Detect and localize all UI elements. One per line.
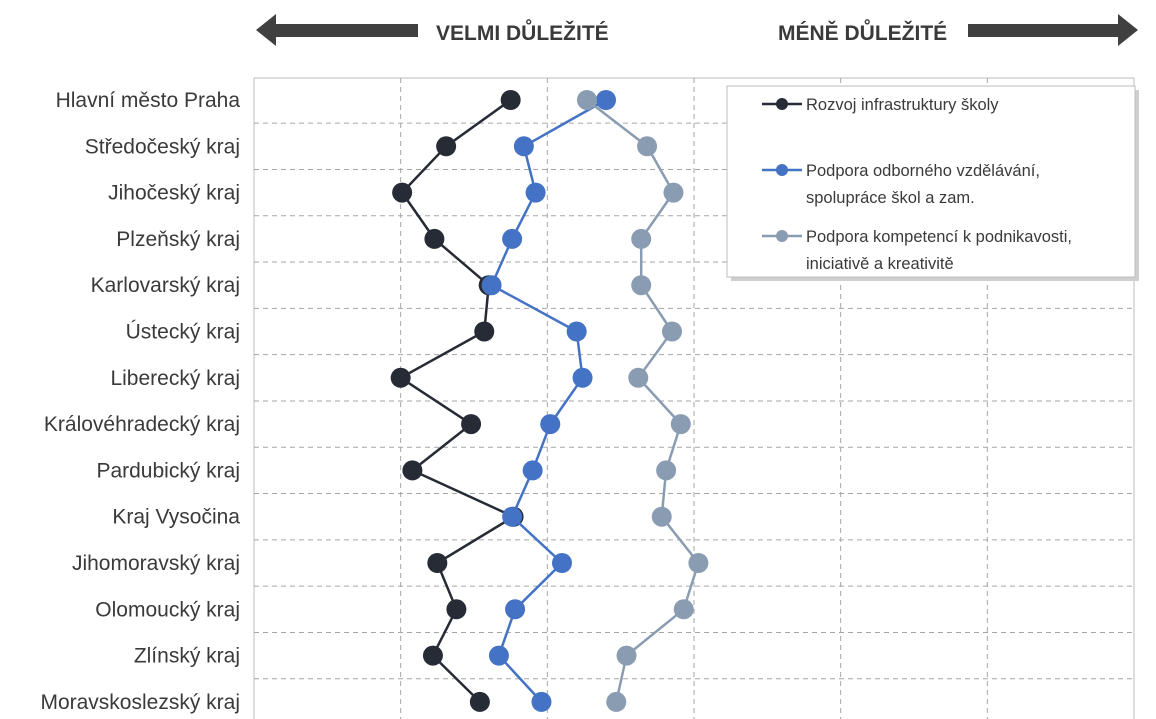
data-point [663, 182, 684, 203]
data-point [531, 691, 552, 712]
data-point [424, 228, 445, 249]
data-point [688, 553, 709, 573]
data-point [525, 182, 546, 203]
category-label: Liberecký kraj [110, 367, 240, 390]
data-point [461, 414, 482, 435]
data-point [637, 136, 658, 157]
legend-item-infrastruktura: Rozvoj infrastruktury školy [762, 96, 999, 114]
left-arrow-icon [256, 14, 418, 46]
series-3 [576, 90, 709, 712]
data-point [540, 414, 561, 435]
data-point [572, 367, 593, 388]
data-point [616, 645, 637, 666]
header-left-label: VELMI DŮLEŽITÉ [436, 19, 609, 45]
legend-item-podnikavost: Podpora kompetencí k podnikavosti, inici… [762, 228, 1072, 273]
category-label: Kraj Vysočina [112, 506, 240, 529]
legend-marker [776, 164, 788, 176]
right-arrow-icon [968, 14, 1138, 46]
category-label: Moravskoslezský kraj [40, 691, 240, 714]
data-point [502, 228, 523, 249]
data-point [596, 90, 616, 110]
category-label: Ústecký kraj [126, 321, 240, 344]
data-point [606, 691, 627, 712]
data-point [552, 553, 572, 573]
category-label: Jihomoravský kraj [72, 552, 240, 575]
data-point [500, 90, 521, 110]
data-point [446, 599, 467, 620]
data-point [427, 553, 448, 573]
data-point [673, 599, 694, 620]
series-1 [390, 90, 524, 712]
data-point [422, 645, 443, 666]
legend-item-odborne-vzdelavani: Podpora odborného vzdělávání, spolupráce… [762, 162, 1040, 207]
data-point [481, 275, 502, 296]
data-point [513, 136, 534, 157]
header-right-label: MÉNĚ DŮLEŽITÉ [778, 19, 947, 45]
data-point [628, 367, 649, 388]
category-label: Zlínský kraj [134, 645, 240, 668]
series-2 [481, 90, 616, 712]
category-labels: Hlavní město Praha Středočeský kraj Jihoče… [40, 89, 240, 714]
category-label: Jihočeský kraj [108, 182, 240, 205]
data-point [392, 182, 413, 203]
chart-header: VELMI DŮLEŽITÉ MÉNĚ DŮLEŽITÉ [256, 14, 1138, 46]
category-label: Olomoucký kraj [95, 598, 240, 621]
data-point [469, 691, 490, 712]
category-label: Středočeský kraj [85, 135, 240, 158]
data-point [631, 275, 652, 296]
data-point [474, 321, 495, 342]
data-point [656, 460, 677, 481]
legend-label: Podpora odborného vzdělávání, [806, 162, 1040, 180]
data-point [631, 228, 652, 249]
legend-label: spolupráce škol a zam. [806, 189, 975, 207]
data-point [505, 599, 526, 620]
legend-marker [776, 98, 788, 110]
data-point [402, 460, 423, 481]
data-point [670, 414, 691, 435]
data-point [566, 321, 587, 342]
data-point [576, 90, 597, 110]
legend-box [726, 85, 1136, 278]
data-point [488, 645, 509, 666]
data-point [651, 506, 672, 527]
legend-label: Rozvoj infrastruktury školy [806, 96, 999, 114]
data-point [662, 321, 682, 342]
data-point [390, 367, 411, 388]
category-label: Plzeňský kraj [116, 228, 240, 251]
legend: Rozvoj infrastruktury školy Podpora odbo… [726, 85, 1139, 281]
category-label: Pardubický kraj [96, 459, 240, 482]
legend-label: iniciativě a kreativitě [806, 255, 954, 273]
data-point [436, 136, 457, 157]
legend-label: Podpora kompetencí k podnikavosti, [806, 228, 1072, 246]
category-label: Karlovarský kraj [91, 274, 240, 297]
legend-marker [776, 230, 788, 242]
category-label: Hlavní město Praha [56, 89, 241, 112]
series-group [390, 90, 709, 712]
data-point [502, 506, 523, 527]
data-point [522, 460, 543, 481]
category-label: Královéhradecký kraj [44, 413, 240, 436]
